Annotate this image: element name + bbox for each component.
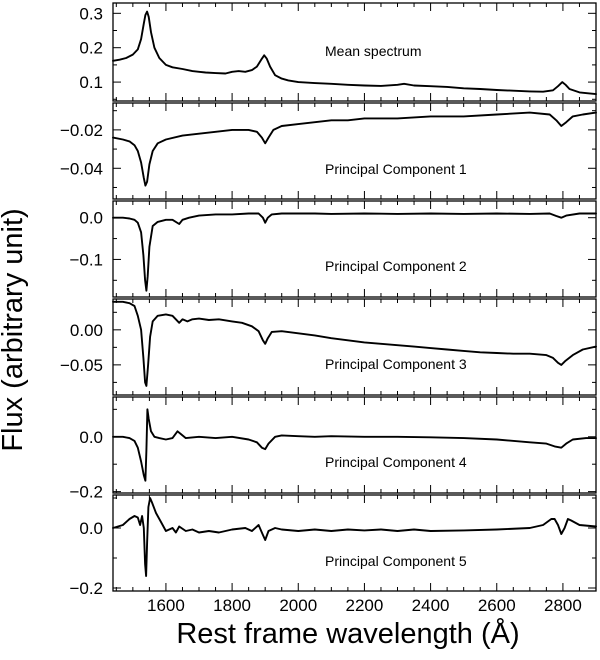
panel-2: −0.1 0.0 Principal Component 2 bbox=[69, 200, 597, 298]
series-line-4 bbox=[112, 408, 597, 482]
x-tick-label: 1600 bbox=[147, 596, 185, 615]
panel-1: −0.04 −0.02 Principal Component 1 bbox=[60, 102, 597, 200]
x-axis-title: Rest frame wavelength (Å) bbox=[176, 617, 519, 650]
y-tick-label: −0.1 bbox=[69, 250, 103, 269]
y-tick-label: 0.0 bbox=[79, 519, 103, 538]
y-tick-label: −0.04 bbox=[60, 159, 103, 178]
panel-label: Principal Component 5 bbox=[325, 553, 467, 569]
panel-label: Mean spectrum bbox=[325, 43, 421, 59]
x-tick-label: 2200 bbox=[346, 596, 384, 615]
panel-label: Principal Component 1 bbox=[325, 161, 467, 177]
y-tick-label: −0.05 bbox=[60, 356, 103, 375]
series-line-0 bbox=[112, 10, 597, 96]
panel-0: 0.1 0.2 0.3 Mean spectrum bbox=[79, 2, 597, 102]
y-tick-label: 0.1 bbox=[79, 73, 103, 92]
panel-4: −0.2 0.0 Principal Component 4 bbox=[69, 396, 597, 502]
panel-frame bbox=[112, 494, 597, 592]
series-line-1 bbox=[112, 111, 597, 187]
x-tick-label: 2400 bbox=[412, 596, 450, 615]
y-tick-label: 0.0 bbox=[79, 428, 103, 447]
series-line-5 bbox=[112, 497, 597, 577]
y-tick-label: −0.02 bbox=[60, 121, 103, 140]
y-tick-label: 0.00 bbox=[70, 321, 103, 340]
y-tick-label: 0.3 bbox=[79, 4, 103, 23]
panel-3: −0.05 0.00 Principal Component 3 bbox=[60, 298, 597, 396]
panel-frame bbox=[112, 396, 597, 494]
y-axis-title: Flux (arbitrary unit) bbox=[0, 208, 29, 451]
y-tick-label: 0.2 bbox=[79, 39, 103, 58]
series-line-2 bbox=[112, 212, 597, 292]
y-tick-label: −0.2 bbox=[69, 483, 103, 502]
x-tick-label: 2800 bbox=[544, 596, 582, 615]
y-tick-label: 0.0 bbox=[79, 209, 103, 228]
panels-group: 0.1 0.2 0.3 Mean spectrum −0.04 −0.02 Principa… bbox=[60, 2, 597, 615]
x-tick-label: 2600 bbox=[478, 596, 516, 615]
panel-frame bbox=[112, 200, 597, 298]
panel-5: −0.2 0.0 Principal Component 5 bbox=[69, 494, 597, 598]
panel-label: Principal Component 4 bbox=[325, 454, 467, 470]
panel-frame bbox=[112, 102, 597, 200]
panel-frame bbox=[112, 298, 597, 396]
panel-frame bbox=[112, 2, 597, 102]
panel-label: Principal Component 3 bbox=[325, 356, 467, 372]
series-line-3 bbox=[112, 300, 597, 387]
x-tick-label: 1800 bbox=[213, 596, 251, 615]
x-tick-label: 2000 bbox=[279, 596, 317, 615]
panel-label: Principal Component 2 bbox=[325, 258, 467, 274]
y-tick-label: −0.2 bbox=[69, 579, 103, 598]
